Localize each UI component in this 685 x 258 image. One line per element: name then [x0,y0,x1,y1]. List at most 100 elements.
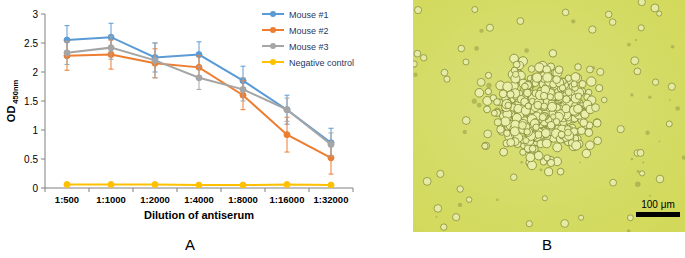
series [64,36,334,156]
error-bar [153,43,158,78]
cell [565,129,572,136]
x-tick-label: 1:32000 [314,194,349,205]
cell [627,215,633,221]
cell [528,66,535,73]
panel-label: B [542,236,552,253]
cell [535,131,542,138]
cell [494,99,501,106]
x-tick [177,188,178,192]
cell [510,174,517,181]
debris [642,161,644,163]
error-bar [285,95,290,124]
cell [475,88,484,97]
error-bar [197,66,202,89]
legend-label: Mouse #1 [289,10,329,20]
cell [565,75,571,81]
error-bar [241,78,246,101]
error-bar-cap [65,64,70,65]
cell [477,78,485,86]
series-marker [196,182,202,188]
cell [651,4,659,12]
error-bar-cap [197,66,202,67]
cell [413,61,417,67]
cell [597,68,604,75]
page: {"chart_data": {"type": "line", "xlabel"… [0,0,685,258]
cell [504,130,511,137]
y-tick [41,14,45,15]
series-marker [284,132,290,138]
cell [592,104,600,112]
cell [657,11,662,16]
cell [502,99,511,108]
x-tick-label: 1:2000 [140,194,170,205]
cell [547,121,555,129]
cell [463,59,469,65]
cell [610,179,617,186]
y-tick [41,188,45,189]
cell [542,196,547,201]
cell [543,73,552,82]
cell [587,77,596,86]
x-tick-label: 1:8000 [228,194,258,205]
error-bar-cap [285,152,290,153]
cell [423,177,431,185]
cell [539,114,546,121]
cell [601,97,607,103]
micrograph [413,0,685,232]
error-bar-cap [153,43,158,44]
cell [549,50,557,58]
cell [441,224,447,230]
cell [562,105,570,113]
x-tick [133,188,134,192]
cell [551,114,556,119]
debris [524,48,529,53]
cell [609,19,616,26]
y-tick-label: 0.5 [24,154,38,165]
y-axis-label-sub: 450nm [11,80,20,104]
error-bar-cap [109,59,114,60]
cell [534,101,542,109]
debris [659,141,661,143]
cell [638,0,645,6]
cell [565,89,572,96]
cell [578,127,586,135]
cell [545,168,553,176]
error-bar-cap [153,77,158,78]
series-marker [152,57,158,63]
y-tick-label: 3 [32,9,38,20]
cell [605,11,612,18]
cell [421,55,427,61]
y-tick-label: 0 [32,183,38,194]
error-bar-cap [285,121,290,122]
debris [635,181,641,187]
cell [535,63,544,72]
panel-label: A [185,236,195,253]
cell [532,73,541,82]
cell [562,9,569,16]
error-bar [285,117,290,152]
cell [414,50,421,57]
series-marker [64,50,70,56]
y-tick-label: 1 [32,125,38,136]
debris [472,99,477,104]
cell [533,124,539,130]
debris [463,130,467,134]
legend-label: Negative control [289,58,354,68]
x-tick [45,188,46,192]
y-tick [41,43,45,44]
debris [637,170,640,173]
cell [563,96,570,103]
cell [596,84,603,91]
cell [482,142,490,150]
series-marker [152,182,158,188]
error-bar-cap [285,95,290,96]
cell [586,66,593,73]
cell [415,7,422,14]
error-bar-cap [329,128,334,129]
cell [640,171,645,176]
cell [529,145,536,152]
cell [631,57,639,65]
debris [649,195,651,197]
series [64,182,334,188]
error-bar-cap [197,55,202,56]
